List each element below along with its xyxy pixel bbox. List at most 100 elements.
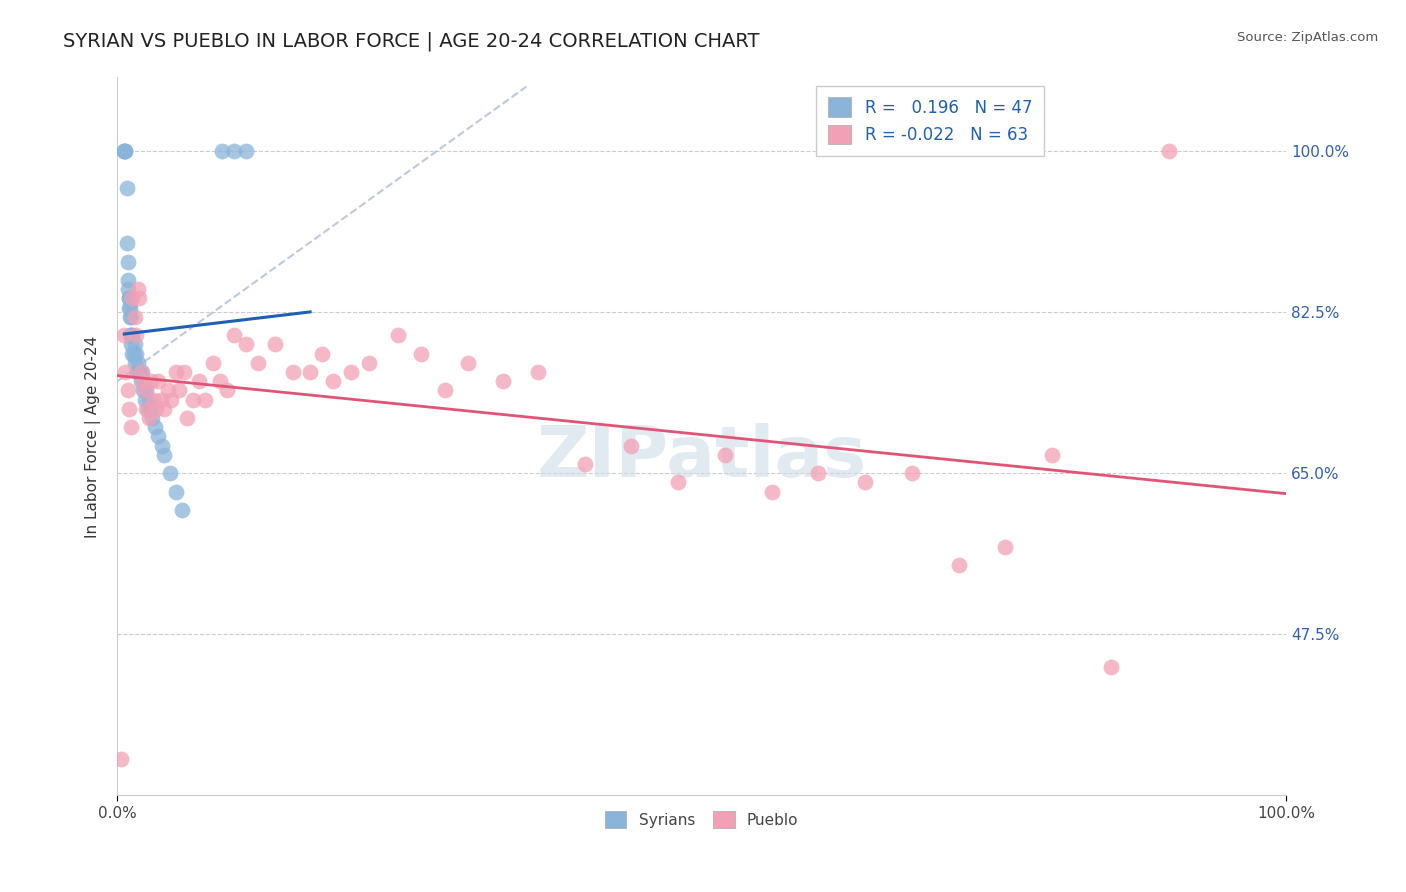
Point: [527, 365, 550, 379]
Point: [122, 346, 145, 360]
Point: [127, 282, 149, 296]
Point: [115, 236, 138, 251]
Point: [142, 392, 165, 407]
Point: [120, 337, 142, 351]
Point: [170, 503, 193, 517]
Point: [128, 291, 150, 305]
Point: [235, 337, 257, 351]
Point: [120, 420, 142, 434]
Point: [1040, 448, 1063, 462]
Point: [131, 365, 153, 379]
Point: [121, 346, 143, 360]
Point: [160, 392, 183, 407]
Point: [202, 356, 225, 370]
Point: [156, 384, 179, 398]
Point: [433, 384, 456, 398]
Point: [492, 374, 515, 388]
Point: [1099, 659, 1122, 673]
Point: [139, 401, 162, 416]
Point: [807, 467, 830, 481]
Point: [224, 144, 246, 158]
Point: [141, 374, 163, 388]
Point: [115, 181, 138, 195]
Point: [110, 751, 132, 765]
Point: [121, 328, 143, 343]
Point: [117, 273, 139, 287]
Point: [134, 374, 156, 388]
Point: [127, 356, 149, 370]
Point: [176, 411, 198, 425]
Point: [135, 401, 157, 416]
Point: [120, 310, 142, 324]
Point: [299, 365, 322, 379]
Point: [153, 448, 176, 462]
Point: [246, 356, 269, 370]
Point: [134, 392, 156, 407]
Point: [125, 346, 148, 360]
Point: [211, 144, 233, 158]
Point: [118, 291, 141, 305]
Point: [127, 365, 149, 379]
Point: [121, 291, 143, 305]
Point: [194, 392, 217, 407]
Point: [141, 411, 163, 425]
Point: [153, 401, 176, 416]
Point: [120, 301, 142, 315]
Point: [124, 310, 146, 324]
Point: [132, 374, 155, 388]
Text: Source: ZipAtlas.com: Source: ZipAtlas.com: [1237, 31, 1378, 45]
Point: [112, 144, 135, 158]
Point: [112, 144, 135, 158]
Point: [224, 328, 246, 343]
Point: [853, 475, 876, 490]
Point: [114, 365, 136, 379]
Point: [159, 467, 181, 481]
Point: [138, 411, 160, 425]
Point: [143, 420, 166, 434]
Legend: Syrians, Pueblo: Syrians, Pueblo: [599, 805, 804, 834]
Point: [281, 365, 304, 379]
Point: [666, 475, 689, 490]
Point: [124, 356, 146, 370]
Point: [148, 374, 170, 388]
Point: [118, 401, 141, 416]
Point: [148, 429, 170, 443]
Point: [112, 328, 135, 343]
Point: [129, 374, 152, 388]
Point: [235, 144, 257, 158]
Point: [129, 365, 152, 379]
Point: [188, 374, 211, 388]
Point: [574, 457, 596, 471]
Point: [120, 328, 142, 343]
Point: [948, 558, 970, 573]
Point: [114, 144, 136, 158]
Point: [357, 356, 380, 370]
Point: [117, 282, 139, 296]
Point: [117, 384, 139, 398]
Point: [322, 374, 344, 388]
Point: [340, 365, 363, 379]
Point: [145, 401, 167, 416]
Point: [620, 439, 643, 453]
Point: [994, 540, 1017, 554]
Point: [457, 356, 479, 370]
Text: SYRIAN VS PUEBLO IN LABOR FORCE | AGE 20-24 CORRELATION CHART: SYRIAN VS PUEBLO IN LABOR FORCE | AGE 20…: [63, 31, 759, 51]
Point: [118, 291, 141, 305]
Point: [181, 392, 204, 407]
Point: [1159, 144, 1181, 158]
Point: [150, 439, 173, 453]
Point: [173, 365, 195, 379]
Point: [138, 392, 160, 407]
Point: [387, 328, 409, 343]
Point: [135, 384, 157, 398]
Point: [217, 384, 239, 398]
Point: [117, 254, 139, 268]
Point: [124, 337, 146, 351]
Point: [209, 374, 232, 388]
Point: [761, 484, 783, 499]
Point: [149, 392, 172, 407]
Point: [136, 401, 159, 416]
Point: [264, 337, 287, 351]
Point: [118, 301, 141, 315]
Text: ZIPatlas: ZIPatlas: [537, 424, 866, 492]
